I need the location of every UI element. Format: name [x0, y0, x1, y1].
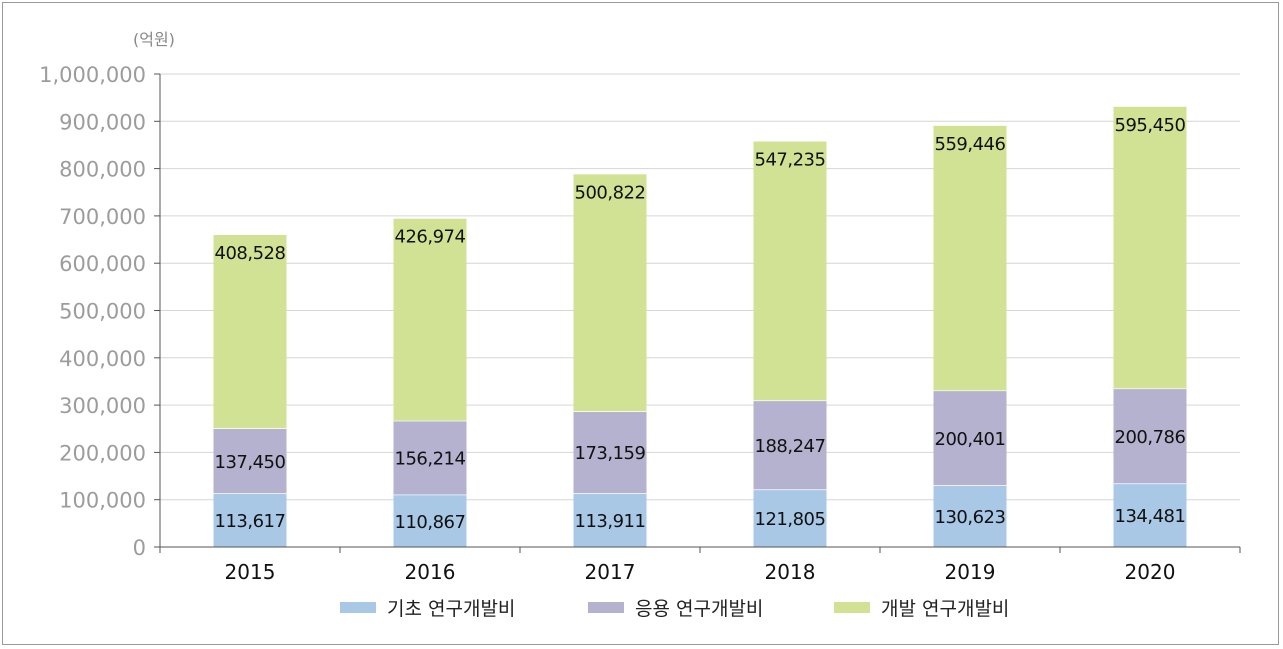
x-tick-label: 2020 — [1125, 560, 1176, 584]
gridlines — [160, 73, 1240, 501]
data-label: 200,786 — [1115, 427, 1186, 448]
legend: 기초 연구개발비 응용 연구개발비 개발 연구개발비 — [340, 598, 1009, 620]
unit-label: (억원) — [133, 30, 175, 49]
y-tick-label: 400,000 — [59, 347, 146, 371]
legend-swatch — [834, 602, 870, 613]
bar-segment — [213, 493, 287, 547]
y-tick-label: 1,000,000 — [39, 63, 146, 87]
legend-swatch — [340, 602, 376, 613]
bar-segment — [573, 493, 647, 547]
legend-swatch — [588, 602, 624, 613]
x-tick-label: 2017 — [585, 560, 636, 584]
data-label: 426,974 — [395, 227, 466, 248]
data-label: 188,247 — [755, 436, 826, 457]
data-label: 559,446 — [935, 134, 1006, 155]
bar-segment — [573, 411, 647, 494]
bar-segment — [933, 485, 1007, 547]
bar-segment — [573, 174, 647, 412]
bar-segment — [393, 494, 467, 547]
bar-segment — [1113, 106, 1187, 389]
data-label: 408,528 — [215, 243, 286, 264]
x-tick-label: 2019 — [945, 560, 996, 584]
y-axis: 0 100,000 200,000 300,000 400,000 500,000 600,… — [39, 63, 161, 560]
data-label: 156,214 — [395, 449, 466, 470]
bar-segment — [753, 489, 827, 547]
data-label: 200,401 — [935, 429, 1006, 450]
data-label: 110,867 — [395, 512, 466, 533]
bars: 113,617 137,450 408,528 110,867 156,214 426,9… — [213, 106, 1187, 547]
data-label: 595,450 — [1115, 115, 1186, 136]
x-axis: 2015 2016 2017 2018 2019 2020 — [159, 546, 1241, 584]
legend-label: 기초 연구개발비 — [387, 598, 515, 620]
bar-segment — [753, 141, 827, 401]
data-label: 113,617 — [215, 511, 286, 532]
data-label: 500,822 — [575, 182, 646, 203]
data-label: 173,159 — [575, 443, 646, 464]
bar-segment — [753, 400, 827, 490]
data-label: 113,911 — [575, 511, 646, 532]
data-label: 134,481 — [1115, 506, 1186, 527]
data-label: 130,623 — [935, 507, 1006, 528]
bar-segment — [1113, 483, 1187, 547]
x-tick-label: 2018 — [765, 560, 816, 584]
x-tick-label: 2015 — [225, 560, 276, 584]
bar-segment — [213, 428, 287, 494]
y-tick-label: 600,000 — [59, 252, 146, 276]
data-label: 121,805 — [755, 509, 826, 530]
y-tick-label: 0 — [133, 536, 146, 560]
bar-segment — [1113, 388, 1187, 484]
legend-label: 개발 연구개발비 — [881, 598, 1009, 620]
y-tick-label: 100,000 — [59, 489, 146, 513]
y-tick-label: 300,000 — [59, 394, 146, 418]
bar-segment — [213, 235, 287, 429]
legend-label: 응용 연구개발비 — [635, 598, 763, 620]
bar-segment — [933, 125, 1007, 391]
data-label: 547,235 — [755, 150, 826, 171]
y-tick-label: 200,000 — [59, 441, 146, 465]
bar-segment — [393, 218, 467, 421]
x-tick-label: 2016 — [405, 560, 456, 584]
y-tick-label: 900,000 — [59, 110, 146, 134]
bar-segment — [393, 420, 467, 495]
data-label: 137,450 — [215, 452, 286, 473]
bar-segment — [933, 390, 1007, 486]
y-tick-label: 500,000 — [59, 300, 146, 324]
y-tick-label: 800,000 — [59, 158, 146, 182]
y-tick-label: 700,000 — [59, 205, 146, 229]
